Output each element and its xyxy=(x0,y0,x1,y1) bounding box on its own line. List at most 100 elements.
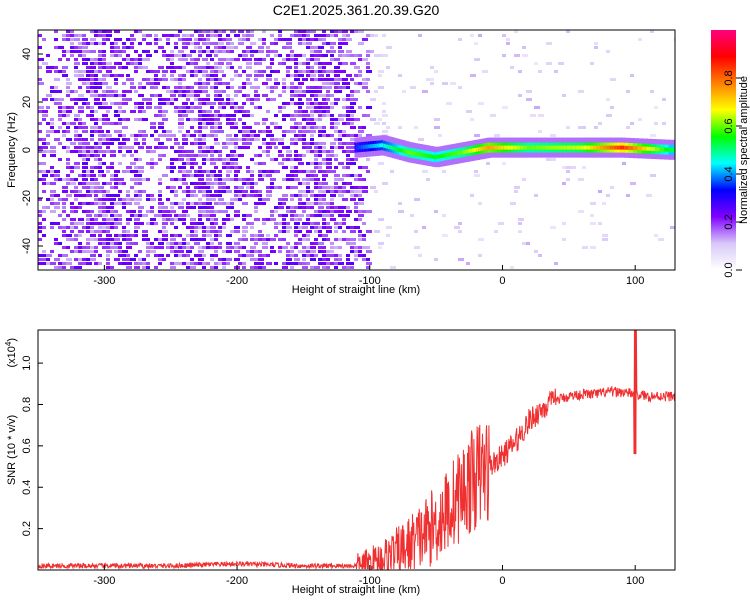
heatmap-cell xyxy=(518,222,522,225)
ridge-core xyxy=(490,145,497,150)
heatmap-cell xyxy=(238,194,242,197)
heatmap-cell xyxy=(210,246,216,249)
heatmap-cell xyxy=(306,222,312,225)
heatmap-cell xyxy=(302,62,306,65)
heatmap-cell xyxy=(122,46,126,49)
heatmap-cell xyxy=(374,90,378,93)
heatmap-cell xyxy=(338,114,342,117)
heatmap-cell xyxy=(134,150,138,153)
heatmap-cell xyxy=(354,134,358,137)
heatmap-cell xyxy=(142,110,146,113)
heatmap-cell xyxy=(42,146,48,149)
heatmap-cell xyxy=(218,94,222,97)
heatmap-cell xyxy=(186,106,190,109)
heatmap-cell xyxy=(146,102,152,105)
heatmap-cell xyxy=(78,234,82,237)
heatmap-cell xyxy=(254,62,258,65)
heatmap-cell xyxy=(122,66,128,69)
heatmap-cell xyxy=(206,214,210,217)
heatmap-cell xyxy=(146,178,150,181)
heatmap-cell xyxy=(94,250,98,253)
heatmap-cell xyxy=(262,138,266,141)
heatmap-cell xyxy=(158,262,162,265)
heatmap-cell xyxy=(638,38,642,41)
heatmap-cell xyxy=(386,46,392,49)
heatmap-cell xyxy=(250,254,254,257)
heatmap-cell xyxy=(170,146,174,149)
heatmap-cell xyxy=(178,254,182,257)
heatmap-cell xyxy=(214,86,218,89)
heatmap-cell xyxy=(298,114,304,117)
heatmap-cell xyxy=(226,158,232,161)
heatmap-cell xyxy=(298,214,304,217)
heatmap-cell xyxy=(58,142,62,145)
heatmap-cell xyxy=(478,34,482,37)
heatmap-cell xyxy=(62,134,66,137)
heatmap-cell xyxy=(206,206,212,209)
heatmap-cell xyxy=(62,70,66,73)
heatmap-cell xyxy=(346,150,352,153)
heatmap-cell xyxy=(658,238,664,241)
heatmap-cell xyxy=(178,178,182,181)
heatmap-cell xyxy=(142,130,146,133)
heatmap-cell xyxy=(378,242,384,245)
heatmap-cell xyxy=(82,166,88,169)
heatmap-cell xyxy=(410,214,414,217)
snr-frame xyxy=(37,329,676,571)
heatmap-cell xyxy=(202,86,208,89)
heatmap-cell xyxy=(302,266,308,269)
heatmap-cell xyxy=(138,102,144,105)
heatmap-cell xyxy=(206,122,210,125)
heatmap-cell xyxy=(214,42,218,45)
heatmap-cell xyxy=(230,166,236,169)
heatmap-cell xyxy=(334,262,338,265)
heatmap-cell xyxy=(474,134,480,137)
heatmap-cell xyxy=(246,50,250,53)
heatmap-cell xyxy=(350,94,354,97)
heatmap-cell xyxy=(262,118,268,121)
heatmap-cell xyxy=(78,126,82,129)
heatmap-cell xyxy=(270,138,274,141)
heatmap-cell xyxy=(178,106,182,109)
heatmap-cell xyxy=(198,170,204,173)
heatmap-cell xyxy=(350,186,356,189)
heatmap-cell xyxy=(74,114,80,117)
heatmap-cell xyxy=(370,186,376,189)
snr-x-ticks: -300 -200 -100 0 100 xyxy=(93,565,644,587)
heatmap-cell xyxy=(290,126,296,129)
heatmap-cell xyxy=(218,122,222,125)
heatmap-cell xyxy=(246,74,252,77)
heatmap-cell xyxy=(166,210,172,213)
heatmap-cell xyxy=(62,246,68,249)
heatmap-cell xyxy=(110,226,116,229)
heatmap-cell xyxy=(210,114,216,117)
heatmap-cell xyxy=(366,78,370,81)
heatmap-cell xyxy=(358,134,362,137)
heatmap-cell xyxy=(250,182,254,185)
heatmap-cell xyxy=(202,206,206,209)
heatmap-cell xyxy=(78,222,84,225)
heatmap-cell xyxy=(242,262,246,265)
heatmap-cell xyxy=(318,34,322,37)
ridge-core xyxy=(637,146,644,151)
heatmap-cell xyxy=(338,246,342,249)
heatmap-cell xyxy=(386,226,392,229)
heatmap-cell xyxy=(50,150,56,153)
heatmap-cell xyxy=(282,166,288,169)
heatmap-cell xyxy=(662,122,666,125)
heatmap-cell xyxy=(122,138,128,141)
heatmap-cell xyxy=(434,210,438,213)
heatmap-cell xyxy=(302,134,306,137)
heatmap-cell xyxy=(166,102,170,105)
heatmap-cell xyxy=(282,114,286,117)
heatmap-cell xyxy=(218,102,224,105)
heatmap-cell xyxy=(186,186,190,189)
heatmap-cell xyxy=(50,166,54,169)
heatmap-cell xyxy=(286,174,290,177)
heatmap-cell xyxy=(582,246,588,249)
heatmap-cell xyxy=(670,226,675,229)
heatmap-cell xyxy=(110,90,116,93)
heatmap-cell xyxy=(246,178,250,181)
heatmap-cell xyxy=(122,198,126,201)
heatmap-cell xyxy=(374,54,378,57)
